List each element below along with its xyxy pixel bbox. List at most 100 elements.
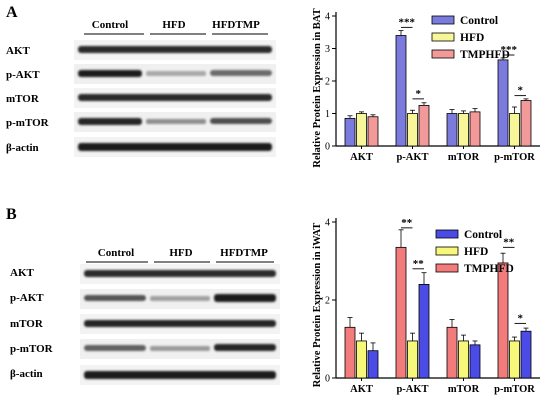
significance-label: *** — [501, 44, 518, 56]
blot-b-band-p-akt-control — [84, 295, 146, 301]
blot-a-band-p-akt-control — [78, 70, 142, 77]
bar-control-p-mtor — [497, 59, 509, 147]
significance-label: ** — [413, 258, 425, 270]
legend-swatch-tmphfd — [435, 263, 459, 273]
legend-swatch-tmphfd — [431, 49, 455, 59]
significance-label: * — [416, 88, 422, 100]
panel-letter-a: A — [6, 4, 18, 21]
bar-hfd-mtor — [458, 113, 469, 147]
y-tick-label: 4 — [325, 12, 330, 23]
bar-hfd-p-mtor — [509, 340, 520, 379]
bar-hfd-mtor — [458, 340, 469, 379]
bar-control-p-mtor — [520, 330, 532, 379]
significance-label: * — [518, 312, 524, 324]
blot-b-band-p-akt-hfdtmp — [214, 294, 276, 302]
blot-b-band-p-akt-hfd — [150, 296, 210, 301]
y-axis-label: Relative Protein Expression in iWAT — [312, 223, 323, 388]
blot-a-group-label-control: Control — [92, 19, 128, 31]
x-tick-label: mTOR — [448, 152, 480, 163]
legend-swatch-hfd — [431, 32, 455, 42]
blot-a-row-label-p-akt: p-AKT — [6, 69, 40, 81]
legend-label-control: Control — [464, 229, 502, 241]
bar-tmphfd-mtor — [446, 326, 458, 379]
x-tick-label: p-mTOR — [494, 152, 535, 163]
legend-swatch-control — [435, 229, 459, 239]
blot-a-band-p-mtor-hfdtmp — [210, 118, 272, 124]
bar-tmphfd-mtor — [469, 111, 481, 147]
x-tick-label: AKT — [350, 384, 373, 395]
bar-hfd-akt — [356, 340, 367, 379]
blot-b-row-label-mtor: mTOR — [10, 318, 44, 330]
bar-control-akt — [344, 117, 356, 147]
significance-label: *** — [399, 16, 416, 28]
x-tick-label: mTOR — [448, 384, 480, 395]
blot-b-row-label-akt: AKT — [10, 267, 35, 279]
blot-b-row-label-p-mtor: p-mTOR — [10, 343, 54, 355]
blot-a-row-label-akt: AKT — [6, 45, 31, 57]
bar-tmphfd-akt — [344, 326, 356, 379]
blot-b-band-p-mtor-control — [84, 345, 146, 351]
blot-b-membrane — [80, 264, 280, 385]
blot-a-row-label-beta-actin: β-actin — [6, 142, 39, 154]
blot-a-band-beta-actin — [78, 143, 272, 151]
blot-b-row-label-p-akt: p-AKT — [10, 292, 44, 304]
bar-control-p-akt — [395, 35, 407, 147]
blot-b-row-label-beta-actin: β-actin — [10, 368, 43, 380]
blot-a-band-mtor — [78, 94, 272, 101]
blot-b-group-label-hfd: HFD — [169, 247, 192, 259]
legend-label-hfd: HFD — [460, 32, 484, 44]
blot-b-band-p-mtor-hfd — [150, 346, 210, 351]
y-tick-label: 2 — [325, 77, 330, 88]
significance-label: ** — [401, 217, 413, 229]
blot-a-membrane — [74, 40, 276, 157]
legend-label-tmphfd: TMPHFD — [460, 49, 510, 61]
x-tick-label: AKT — [350, 152, 373, 163]
x-tick-label: p-AKT — [396, 152, 428, 163]
y-tick-label: 0 — [325, 142, 330, 153]
blot-a-band-p-mtor-hfd — [146, 119, 206, 124]
bar-control-p-akt — [418, 283, 430, 379]
bar-hfd-p-mtor — [509, 113, 520, 147]
x-tick-label: p-AKT — [396, 384, 428, 395]
y-tick-label: 0 — [325, 374, 330, 385]
bar-hfd-p-akt — [407, 340, 418, 379]
y-tick-label: 2 — [325, 296, 330, 307]
significance-label: ** — [503, 236, 515, 248]
blot-a-band-p-mtor-control — [78, 118, 142, 125]
blot-a-band-p-akt-hfdtmp — [210, 70, 272, 76]
blot-b-band-mtor — [84, 320, 276, 327]
blot-b-band-p-mtor-hfdtmp — [214, 344, 276, 351]
bar-tmphfd-p-akt — [418, 104, 430, 147]
bar-hfd-akt — [356, 113, 367, 147]
legend-label-control: Control — [460, 15, 498, 27]
blot-a-row-label-p-mtor: p-mTOR — [6, 117, 50, 129]
bar-tmphfd-akt — [367, 116, 379, 147]
legend-swatch-hfd — [435, 246, 459, 256]
blot-a-row-label-mtor: mTOR — [6, 93, 40, 105]
blot-b-band-beta-actin — [84, 371, 276, 379]
legend-label-hfd: HFD — [464, 246, 488, 258]
y-tick-label: 1 — [325, 109, 330, 120]
panel-a-blot: A Control HFD HFDTMP AKT p-AKT mTOR p-mT… — [6, 4, 276, 157]
blot-a-group-label-hfdtmp: HFDTMP — [212, 19, 260, 31]
blot-a-band-p-akt-hfd — [146, 71, 206, 76]
bar-hfd-p-akt — [407, 113, 418, 147]
bar-tmphfd-p-akt — [395, 246, 407, 379]
panel-b-blot: B Control HFD HFDTMP AKT p-AKT mTOR p-mT… — [6, 206, 280, 385]
legend-label-tmphfd: TMPHFD — [464, 263, 514, 275]
bar-control-mtor — [469, 344, 481, 379]
bar-tmphfd-p-mtor — [497, 262, 509, 379]
bar-tmphfd-p-mtor — [520, 100, 532, 147]
blot-b-group-label-hfdtmp: HFDTMP — [220, 247, 268, 259]
panel-letter-b: B — [6, 206, 17, 223]
bar-control-mtor — [446, 113, 458, 147]
significance-label: * — [518, 85, 524, 97]
blot-b-group-label-control: Control — [98, 247, 134, 259]
bar-control-akt — [367, 350, 379, 379]
blot-b-band-akt — [84, 270, 276, 277]
x-tick-label: p-mTOR — [494, 384, 535, 395]
legend-swatch-control — [431, 15, 455, 25]
